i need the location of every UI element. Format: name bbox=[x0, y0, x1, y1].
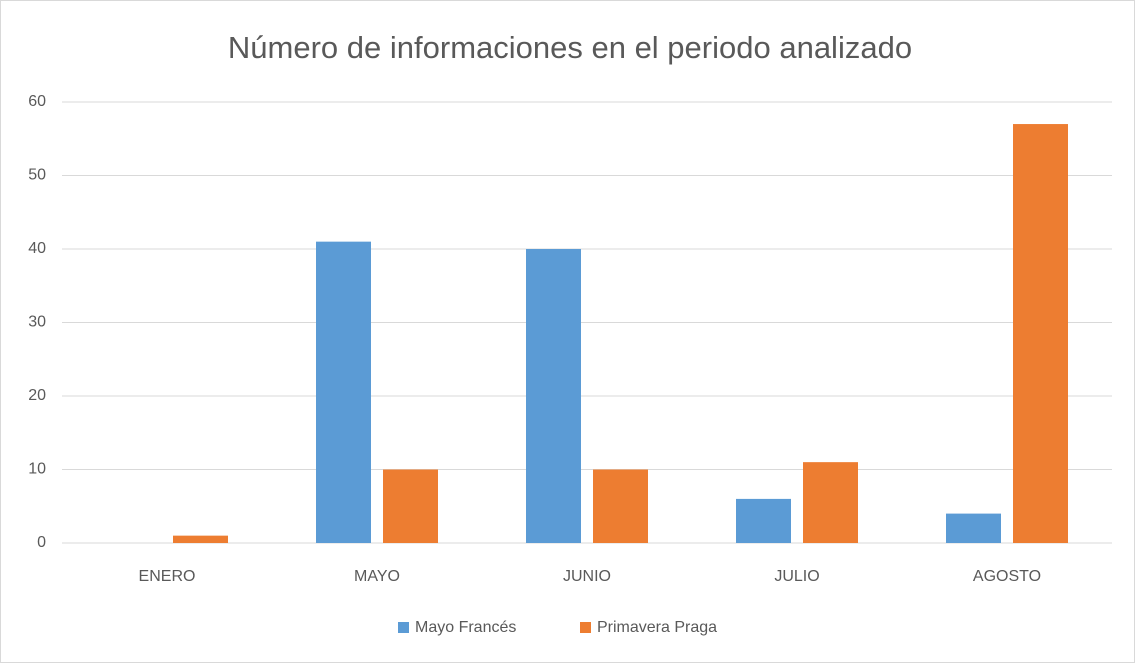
x-tick-label: ENERO bbox=[139, 568, 196, 585]
bar bbox=[383, 469, 438, 543]
chart-title: Número de informaciones en el periodo an… bbox=[228, 30, 912, 65]
y-tick-label: 50 bbox=[28, 167, 46, 184]
legend-swatch bbox=[398, 622, 409, 633]
y-tick-label: 40 bbox=[28, 240, 46, 257]
x-tick-label: JUNIO bbox=[563, 568, 611, 585]
y-tick-label: 60 bbox=[28, 93, 46, 110]
y-tick-label: 0 bbox=[37, 534, 46, 551]
bar bbox=[736, 498, 791, 543]
bar bbox=[173, 535, 228, 543]
y-tick-label: 10 bbox=[28, 461, 46, 478]
legend-label: Mayo Francés bbox=[415, 619, 516, 636]
y-tick-label: 30 bbox=[28, 314, 46, 331]
x-tick-label: AGOSTO bbox=[973, 568, 1041, 585]
legend-label: Primavera Praga bbox=[597, 619, 717, 636]
bar bbox=[526, 249, 581, 543]
legend-swatch bbox=[580, 622, 591, 633]
x-tick-label: JULIO bbox=[774, 568, 819, 585]
bar bbox=[316, 241, 371, 543]
bar bbox=[946, 513, 1001, 543]
bar bbox=[593, 469, 648, 543]
y-tick-label: 20 bbox=[28, 387, 46, 404]
x-tick-label: MAYO bbox=[354, 568, 400, 585]
bar bbox=[1013, 124, 1068, 544]
bar bbox=[803, 462, 858, 543]
